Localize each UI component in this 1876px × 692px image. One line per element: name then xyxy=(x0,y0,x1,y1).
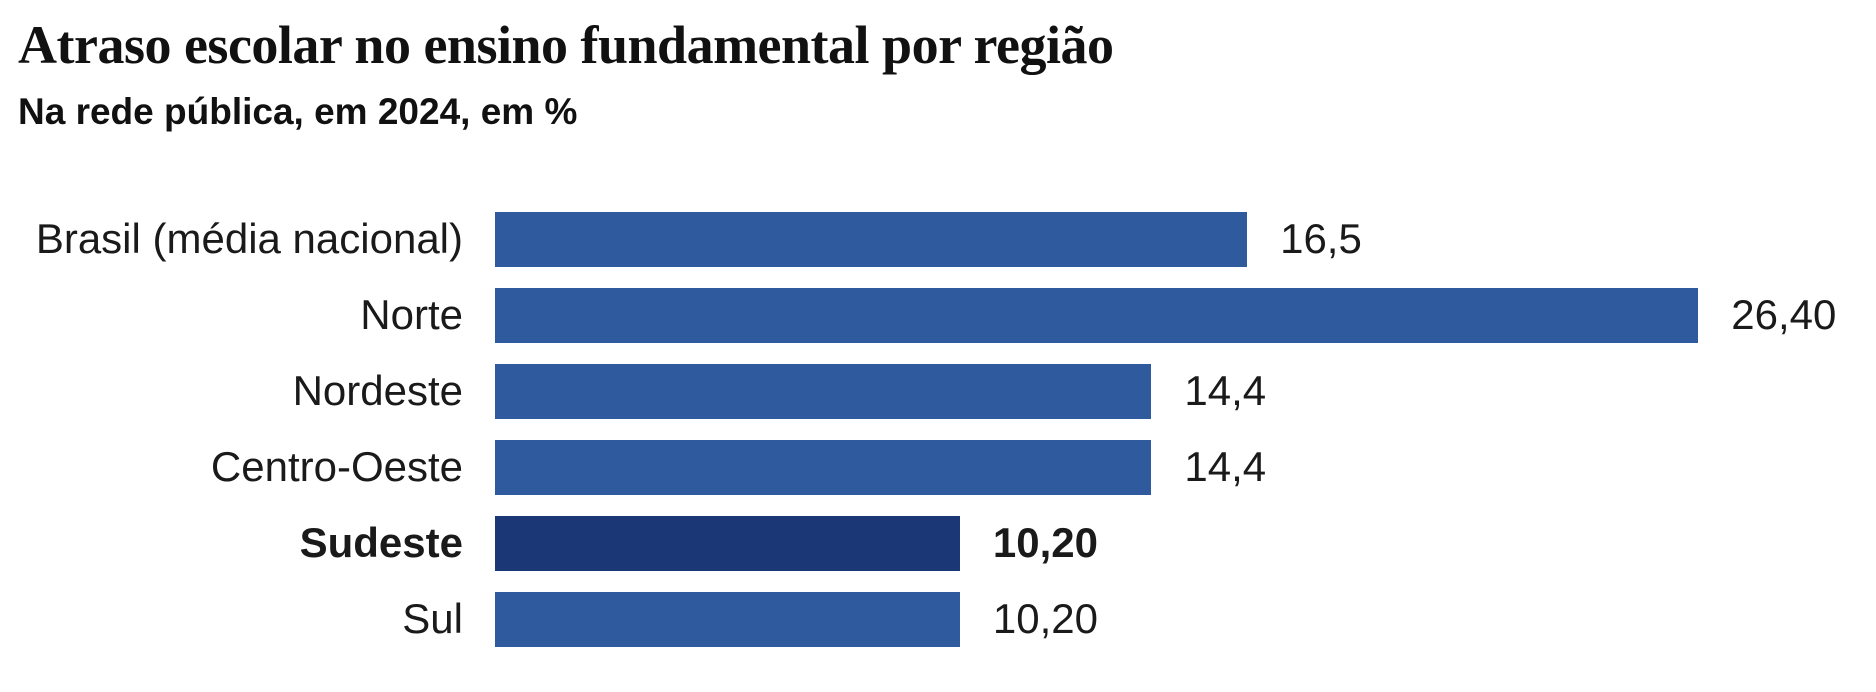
value-label: 10,20 xyxy=(992,519,1098,567)
bar xyxy=(495,288,1699,343)
category-label: Sul xyxy=(402,595,463,643)
value-label: 14,4 xyxy=(1184,367,1267,415)
chart-row: Norte 26,40 xyxy=(0,288,1876,343)
chart-row: Sudeste 10,20 xyxy=(0,516,1876,571)
chart-subtitle: Na rede pública, em 2024, em % xyxy=(18,91,578,132)
bar xyxy=(495,516,960,571)
bar xyxy=(495,364,1152,419)
category-label: Centro-Oeste xyxy=(210,443,463,491)
chart-row: Brasil (média nacional) 16,5 xyxy=(0,212,1876,267)
category-label: Sudeste xyxy=(299,519,463,567)
value-label: 16,5 xyxy=(1280,215,1362,263)
value-label: 26,40 xyxy=(1731,291,1837,339)
chart-title: Atraso escolar no ensino fundamental por… xyxy=(18,15,1114,75)
bar xyxy=(495,212,1248,267)
category-label: Nordeste xyxy=(292,367,463,415)
category-label: Norte xyxy=(360,291,463,339)
chart-row: Nordeste 14,4 xyxy=(0,364,1876,419)
value-label: 14,4 xyxy=(1184,443,1267,491)
bar-chart-rows: Brasil (média nacional) 16,5 Norte 26,40… xyxy=(0,212,1876,647)
chart-row: Sul 10,20 xyxy=(0,592,1876,647)
category-label: Brasil (média nacional) xyxy=(35,215,463,263)
bar xyxy=(495,440,1152,495)
bar xyxy=(495,592,960,647)
value-label: 10,20 xyxy=(992,595,1098,643)
chart-row: Centro-Oeste 14,4 xyxy=(0,440,1876,495)
